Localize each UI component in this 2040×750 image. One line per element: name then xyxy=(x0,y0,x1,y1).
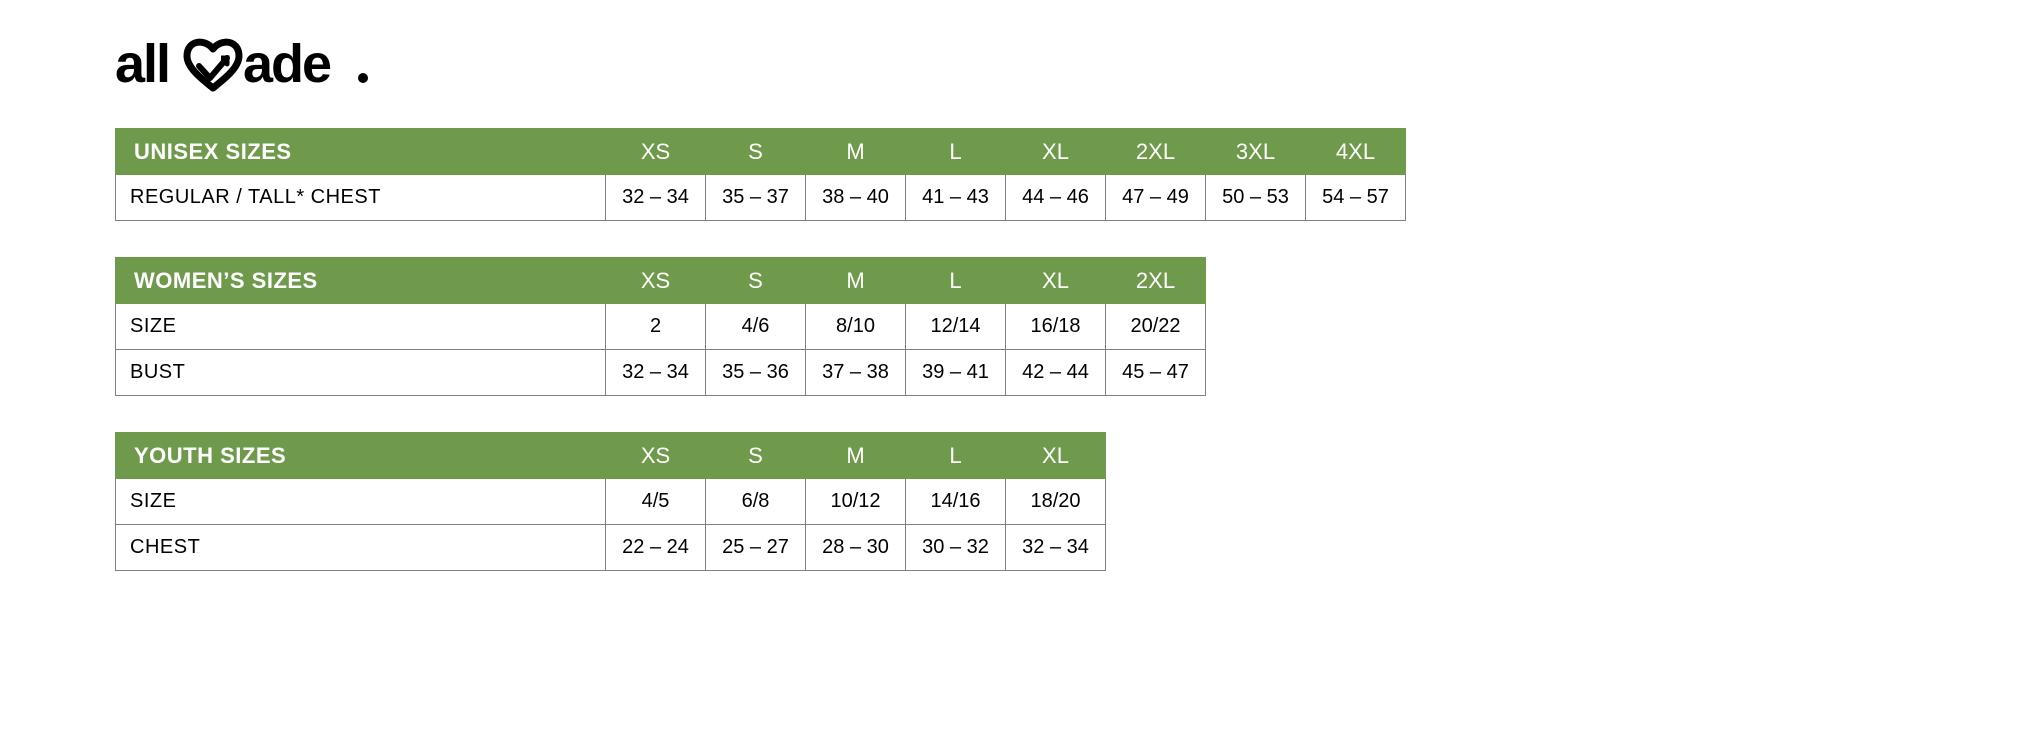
tables-container: UNISEX SIZESXSSMLXL2XL3XL4XLREGULAR / TA… xyxy=(115,128,2040,571)
svg-text:all: all xyxy=(115,34,169,94)
cell-value: 47 – 49 xyxy=(1106,175,1206,221)
table-title: UNISEX SIZES xyxy=(116,129,606,175)
col-header: L xyxy=(906,258,1006,304)
cell-value: 30 – 32 xyxy=(906,525,1006,571)
cell-value: 39 – 41 xyxy=(906,350,1006,396)
size-table-1: WOMEN’S SIZESXSSMLXL2XLSIZE24/68/1012/14… xyxy=(115,257,1206,396)
col-header: XL xyxy=(1006,129,1106,175)
cell-value: 20/22 xyxy=(1106,304,1206,350)
col-header: 2XL xyxy=(1106,258,1206,304)
table-row: BUST32 – 3435 – 3637 – 3839 – 4142 – 444… xyxy=(116,350,1206,396)
size-chart-page: all ade UNISEX SIZESXSSMLXL2XL3XL4XLREGU… xyxy=(0,0,2040,571)
table-title: YOUTH SIZES xyxy=(116,433,606,479)
col-header: M xyxy=(806,258,906,304)
col-header: XS xyxy=(606,129,706,175)
row-label: CHEST xyxy=(116,525,606,571)
row-label: BUST xyxy=(116,350,606,396)
row-label: REGULAR / TALL* CHEST xyxy=(116,175,606,221)
cell-value: 35 – 37 xyxy=(706,175,806,221)
cell-value: 10/12 xyxy=(806,479,906,525)
cell-value: 22 – 24 xyxy=(606,525,706,571)
cell-value: 35 – 36 xyxy=(706,350,806,396)
cell-value: 54 – 57 xyxy=(1306,175,1406,221)
cell-value: 12/14 xyxy=(906,304,1006,350)
cell-value: 32 – 34 xyxy=(606,350,706,396)
col-header: 3XL xyxy=(1206,129,1306,175)
cell-value: 18/20 xyxy=(1006,479,1106,525)
col-header: M xyxy=(806,129,906,175)
col-header: M xyxy=(806,433,906,479)
cell-value: 45 – 47 xyxy=(1106,350,1206,396)
cell-value: 32 – 34 xyxy=(1006,525,1106,571)
size-table-0: UNISEX SIZESXSSMLXL2XL3XL4XLREGULAR / TA… xyxy=(115,128,1406,221)
col-header: 2XL xyxy=(1106,129,1206,175)
cell-value: 37 – 38 xyxy=(806,350,906,396)
table-row: SIZE4/56/810/1214/1618/20 xyxy=(116,479,1106,525)
col-header: S xyxy=(706,258,806,304)
cell-value: 6/8 xyxy=(706,479,806,525)
cell-value: 32 – 34 xyxy=(606,175,706,221)
col-header: L xyxy=(906,129,1006,175)
table-row: REGULAR / TALL* CHEST32 – 3435 – 3738 – … xyxy=(116,175,1406,221)
col-header: XS xyxy=(606,258,706,304)
table-title: WOMEN’S SIZES xyxy=(116,258,606,304)
cell-value: 44 – 46 xyxy=(1006,175,1106,221)
cell-value: 50 – 53 xyxy=(1206,175,1306,221)
col-header: 4XL xyxy=(1306,129,1406,175)
cell-value: 16/18 xyxy=(1006,304,1106,350)
cell-value: 14/16 xyxy=(906,479,1006,525)
cell-value: 8/10 xyxy=(806,304,906,350)
cell-value: 2 xyxy=(606,304,706,350)
col-header: S xyxy=(706,433,806,479)
svg-text:ade: ade xyxy=(243,34,331,94)
row-label: SIZE xyxy=(116,304,606,350)
cell-value: 38 – 40 xyxy=(806,175,906,221)
allmade-logo-svg: all ade xyxy=(115,30,435,100)
cell-value: 42 – 44 xyxy=(1006,350,1106,396)
table-row: CHEST22 – 2425 – 2728 – 3030 – 3232 – 34 xyxy=(116,525,1106,571)
col-header: XS xyxy=(606,433,706,479)
cell-value: 28 – 30 xyxy=(806,525,906,571)
table-row: SIZE24/68/1012/1416/1820/22 xyxy=(116,304,1206,350)
brand-logo: all ade xyxy=(115,30,2040,100)
col-header: XL xyxy=(1006,433,1106,479)
row-label: SIZE xyxy=(116,479,606,525)
col-header: XL xyxy=(1006,258,1106,304)
cell-value: 41 – 43 xyxy=(906,175,1006,221)
size-table-2: YOUTH SIZESXSSMLXLSIZE4/56/810/1214/1618… xyxy=(115,432,1106,571)
col-header: L xyxy=(906,433,1006,479)
col-header: S xyxy=(706,129,806,175)
cell-value: 4/6 xyxy=(706,304,806,350)
cell-value: 4/5 xyxy=(606,479,706,525)
cell-value: 25 – 27 xyxy=(706,525,806,571)
